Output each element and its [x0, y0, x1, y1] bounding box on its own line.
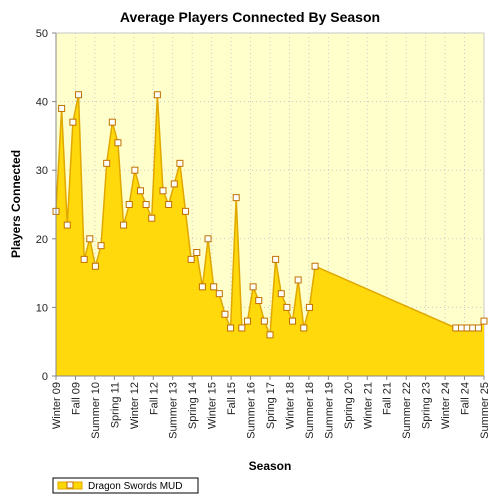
data-point-marker	[469, 324, 477, 332]
x-tick-label: Fall 12	[148, 382, 160, 415]
x-tick-label: Summer 19	[323, 382, 335, 439]
data-point-marker	[91, 262, 99, 270]
data-point-marker	[266, 331, 274, 339]
data-point-marker	[243, 317, 251, 325]
data-point-marker	[277, 290, 285, 298]
x-tick-label: Spring 14	[187, 382, 199, 429]
x-tick-label: Spring 17	[265, 382, 277, 429]
legend-entry-label: Dragon Swords MUD	[88, 481, 182, 492]
data-point-marker	[474, 324, 482, 332]
x-tick-label: Fall 15	[226, 382, 238, 415]
x-tick-label: Spring 11	[109, 382, 121, 428]
data-point-marker	[193, 249, 201, 257]
x-tick-label: Summer 10	[90, 382, 102, 439]
data-point-marker	[457, 324, 465, 332]
data-point-marker	[187, 255, 195, 263]
data-point-marker	[452, 324, 460, 332]
x-tick-label: Summer 18	[304, 382, 316, 439]
data-point-marker	[463, 324, 471, 332]
data-point-marker	[136, 187, 144, 195]
data-point-marker	[103, 159, 111, 167]
data-point-marker	[294, 276, 302, 284]
x-tick-label: Winter 15	[207, 382, 219, 429]
data-point-marker	[63, 221, 71, 229]
x-tick-label: Summer 16	[246, 382, 258, 439]
x-tick-label: Winter 12	[129, 382, 141, 429]
data-point-marker	[204, 235, 212, 243]
y-tick-label: 50	[36, 28, 48, 40]
data-point-marker	[182, 207, 190, 215]
data-point-marker	[300, 324, 308, 332]
data-point-marker	[120, 221, 128, 229]
data-point-marker	[97, 242, 105, 250]
y-tick-label: 10	[36, 302, 48, 314]
data-point-marker	[75, 91, 83, 99]
data-point-marker	[227, 324, 235, 332]
data-point-marker	[131, 166, 139, 174]
y-axis-label: Players Connected	[9, 150, 23, 258]
data-point-marker	[311, 262, 319, 270]
data-point-marker	[153, 91, 161, 99]
data-point-marker	[170, 180, 178, 188]
data-point-marker	[198, 283, 206, 291]
legend-marker	[66, 481, 74, 489]
data-point-marker	[86, 235, 94, 243]
data-point-marker	[210, 283, 218, 291]
x-tick-label: Spring 20	[343, 382, 355, 429]
x-tick-label: Summer 22	[401, 382, 413, 439]
data-point-marker	[480, 317, 488, 325]
data-point-marker	[69, 118, 77, 126]
x-tick-label: Summer 13	[168, 382, 180, 439]
y-tick-label: 0	[42, 371, 48, 383]
x-tick-label: Fall 24	[460, 382, 472, 415]
data-point-marker	[58, 104, 66, 112]
data-point-marker	[283, 303, 291, 311]
data-point-marker	[260, 317, 268, 325]
y-axis-ticks: 0 10 20 30 40 50	[36, 28, 56, 383]
legend: Dragon Swords MUD	[52, 477, 199, 494]
series-area-fill	[56, 94, 484, 377]
series-markers	[52, 91, 488, 339]
x-tick-label: Spring 23	[421, 382, 433, 429]
data-point-marker	[165, 201, 173, 208]
x-axis-label: Season	[249, 459, 292, 473]
x-tick-label: Winter 09	[51, 382, 63, 429]
data-point-marker	[148, 214, 156, 222]
data-point-marker	[238, 324, 246, 332]
data-point-marker	[249, 283, 257, 291]
x-axis-ticks: Winter 09 Fall 09 Summer 10 Spring 11 Winter…	[51, 376, 491, 439]
data-point-marker	[159, 187, 167, 195]
x-tick-label: Winter 18	[284, 382, 296, 429]
x-tick-label: Fall 21	[382, 382, 394, 415]
data-point-marker	[142, 201, 150, 208]
data-point-marker	[80, 255, 88, 263]
y-tick-label: 40	[36, 97, 48, 109]
x-tick-label: Fall 09	[70, 382, 82, 415]
data-point-marker	[232, 194, 240, 202]
data-point-marker	[114, 139, 122, 147]
data-point-marker	[108, 118, 116, 126]
y-tick-label: 20	[36, 234, 48, 246]
y-tick-label: 30	[36, 165, 48, 177]
legend-box	[52, 477, 199, 494]
x-tick-label: Winter 24	[440, 382, 452, 429]
data-point-marker	[215, 290, 223, 298]
data-point-marker	[176, 159, 184, 167]
data-point-marker	[272, 255, 280, 263]
chart-title: Average Players Connected By Season	[120, 9, 380, 25]
data-point-marker	[305, 303, 313, 311]
data-point-marker	[125, 201, 133, 208]
data-point-marker	[289, 317, 297, 325]
x-tick-label: Winter 21	[362, 382, 374, 429]
data-point-marker	[255, 297, 263, 305]
data-point-marker	[221, 310, 229, 318]
x-tick-label: Summer 25	[479, 382, 491, 439]
